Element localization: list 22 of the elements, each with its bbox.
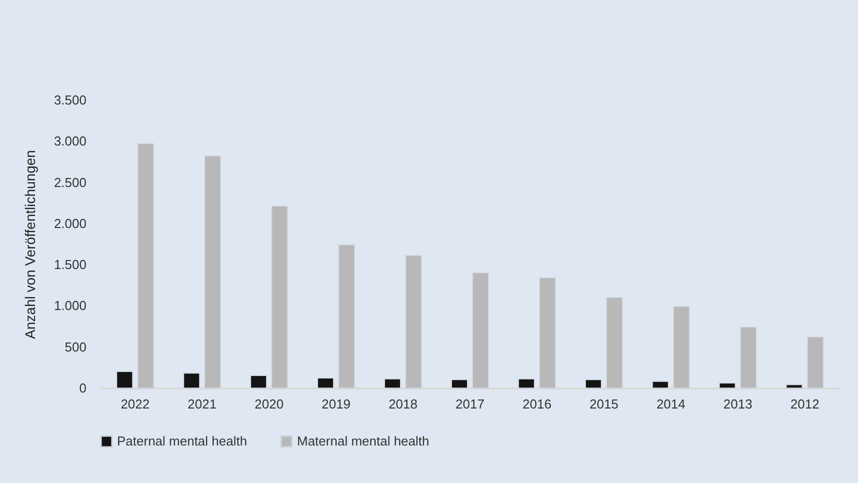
y-tick-label: 3.500 [54,92,86,108]
x-tick-label: 2019 [322,396,351,412]
x-tick-label: 2015 [589,396,618,412]
x-tick-label: 2013 [723,396,752,412]
x-tick-label: 2020 [254,396,284,412]
y-tick-label: 2.000 [54,216,86,231]
x-tick-label: 2012 [790,396,820,412]
x-tick-label: 2018 [388,396,418,412]
y-tick-label: 1.500 [54,257,86,272]
y-tick-label: 0 [79,380,86,396]
y-axis-title: Anzahl von Veröffentlichungen [22,150,38,339]
y-tick-label: 2.500 [54,174,86,190]
y-tick-label: 1.000 [54,298,86,314]
x-tick-label: 2021 [188,396,217,412]
y-tick-label: 3.000 [54,134,86,149]
legend-label: Maternal mental health [297,434,430,449]
x-tick-label: 2014 [656,396,686,412]
x-tick-label: 2016 [522,396,552,412]
x-tick-label: 2022 [120,396,150,412]
y-tick-label: 500 [64,339,86,354]
legend-label: Paternal mental health [117,434,248,449]
x-tick-label: 2017 [456,396,484,412]
